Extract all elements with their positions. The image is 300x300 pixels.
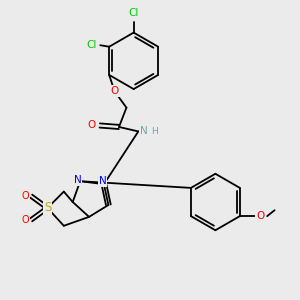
Text: Cl: Cl [86,40,97,50]
Text: Cl: Cl [128,8,139,18]
Text: S: S [44,202,51,214]
Text: N: N [140,126,148,136]
Text: O: O [110,86,119,96]
Text: O: O [21,215,29,225]
Text: O: O [256,211,264,221]
Text: N: N [99,176,106,186]
Text: N: N [74,175,82,185]
Text: O: O [88,121,96,130]
Text: H: H [151,127,158,136]
Text: O: O [21,191,29,201]
